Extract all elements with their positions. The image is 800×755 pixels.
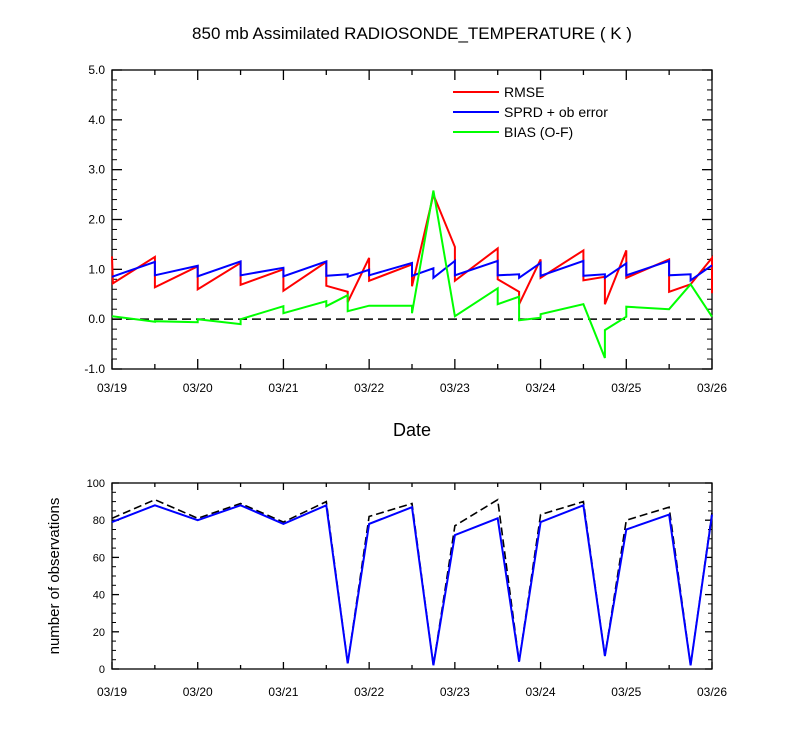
top-x-tick-label: 03/22 [354,381,384,395]
bottom-x-tick-label: 03/21 [268,685,298,699]
bottom-x-tick-label: 03/23 [440,685,470,699]
top-y-tick-label: 5.0 [88,63,105,77]
bottom-y-tick-label: 100 [87,478,105,490]
top-series-line-rmse [111,191,713,305]
top-x-tick-label: 03/21 [268,381,298,395]
top-x-tick-label: 03/26 [697,381,727,395]
top-y-tick-label: 0.0 [88,312,105,326]
legend-entry-label: SPRD + ob error [504,104,608,120]
top-x-tick-label: 03/24 [526,381,556,395]
bottom-series-line-series-0 [111,498,713,666]
top-chart-panel: 03/19 03/20 03/21 03/22 03/23 03/24 03/25 03/26… [84,63,727,395]
bottom-x-tick-label: 03/25 [611,685,641,699]
bottom-x-tick-label: 03/24 [526,685,556,699]
legend-entry-label: RMSE [504,84,544,100]
top-series-line-bias-o-f [111,190,713,359]
top-chart-title: 850 mb Assimilated RADIOSONDE_TEMPERATUR… [192,24,632,43]
bottom-x-tick-label: 03/19 [97,685,127,699]
bottom-y-tick-label: 20 [93,627,105,639]
top-x-tick-label: 03/19 [97,381,127,395]
bottom-y-tick-label: 40 [93,590,105,602]
top-x-tick-label: 03/23 [440,381,470,395]
top-y-tick-label: 3.0 [88,163,105,177]
legend-entry-label: BIAS (O-F) [504,124,573,140]
top-plot-frame [111,69,713,370]
bottom-x-tick-label: 03/26 [697,685,727,699]
bottom-x-tick-label: 03/20 [183,685,213,699]
top-series-line-sprd-ob-error [111,258,713,283]
top-y-tick-label: -1.0 [84,362,105,376]
bottom-series-line-series-1 [111,503,713,666]
bottom-chart-panel: 03/19 03/20 03/21 03/22 03/23 03/24 03/25 03/26… [87,478,728,699]
top-chart-legend: RMSE SPRD + ob error BIAS (O-F) [453,84,608,140]
top-chart-x-axis-label: Date [393,420,431,440]
bottom-y-tick-label: 80 [93,515,105,527]
top-y-tick-label: 4.0 [88,113,105,127]
top-x-tick-label: 03/25 [611,381,641,395]
top-y-tick-label: 2.0 [88,213,105,227]
top-x-tick-label: 03/20 [183,381,213,395]
top-y-tick-label: 1.0 [88,262,105,276]
bottom-y-tick-label: 60 [93,552,105,564]
bottom-x-tick-label: 03/22 [354,685,384,699]
bottom-y-tick-label: 0 [99,664,105,676]
bottom-chart-y-axis-label: number of observations [46,498,63,655]
